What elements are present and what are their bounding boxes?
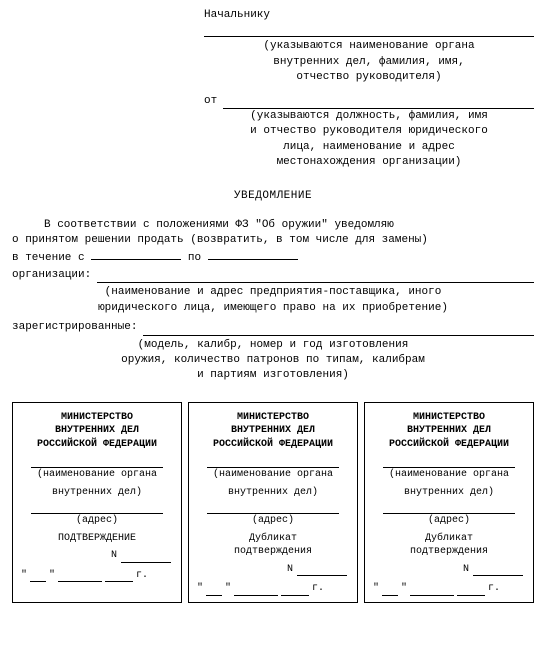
to-blank-line <box>204 25 534 37</box>
date-row: " " г. <box>371 582 527 596</box>
line-start: в течение с <box>12 252 85 264</box>
card-addr-line <box>31 503 163 514</box>
date-day <box>382 586 398 596</box>
card-confirm: ПОДТВЕРЖДЕНИЕ <box>19 532 175 546</box>
org-hint-1: (наименование и адрес предприятия-постав… <box>12 285 534 300</box>
card-3: МИНИСТЕРСТВО ВНУТРЕННИХ ДЕЛ РОССИЙСКОЙ Ф… <box>364 402 534 603</box>
card-addr-line <box>383 503 515 514</box>
dq2: " <box>225 582 231 596</box>
date-day <box>206 586 222 596</box>
reg-label: зарегистрированные: <box>12 320 137 335</box>
year-suffix: г. <box>488 582 500 596</box>
ministry-line2: ВНУТРЕННИХ ДЕЛ <box>371 424 527 438</box>
card-org-hint2: внутренних дел) <box>371 486 527 500</box>
to-hint-1: (указываются наименование органа <box>204 39 534 54</box>
card-org-line <box>207 457 339 468</box>
ministry-line3: РОССИЙСКОЙ ФЕДЕРАЦИИ <box>19 438 175 452</box>
n-label: N <box>287 563 293 577</box>
reg-hint-1: (модель, калибр, номер и год изготовлени… <box>12 338 534 353</box>
dq2: " <box>401 582 407 596</box>
org-blank-line <box>97 271 534 283</box>
n-blank <box>473 566 523 576</box>
ministry-line3: РОССИЙСКОЙ ФЕДЕРАЦИИ <box>195 438 351 452</box>
n-blank <box>121 553 171 563</box>
card-org-hint1: (наименование органа <box>195 468 351 482</box>
ministry-line2: ВНУТРЕННИХ ДЕЛ <box>195 424 351 438</box>
from-blank-line <box>223 97 534 109</box>
date-row: " " г. <box>19 569 175 583</box>
card-addr-label: (адрес) <box>19 514 175 528</box>
card-org-hint1: (наименование органа <box>19 468 175 482</box>
card-org-line <box>31 457 163 468</box>
date-to-blank <box>208 249 298 260</box>
card-confirm-l1: Дубликат <box>195 532 351 546</box>
date-day <box>30 572 46 582</box>
date-from-blank <box>91 249 181 260</box>
year-suffix: г. <box>312 582 324 596</box>
n-label: N <box>111 549 117 563</box>
card-2: МИНИСТЕРСТВО ВНУТРЕННИХ ДЕЛ РОССИЙСКОЙ Ф… <box>188 402 358 603</box>
from-hint-4: местонахождения организации) <box>204 155 534 170</box>
cards-container: МИНИСТЕРСТВО ВНУТРЕННИХ ДЕЛ РОССИЙСКОЙ Ф… <box>12 402 534 603</box>
para1-p2: о принятом решении продать (возвратить, … <box>12 234 428 246</box>
dq1: " <box>21 569 27 583</box>
from-hint-3: лица, наименование и адрес <box>204 140 534 155</box>
org-hint-2: юридического лица, имеющего право на их … <box>12 301 534 316</box>
from-hint-1: (указываются должность, фамилия, имя <box>204 109 534 124</box>
to-hint-3: отчество руководителя) <box>204 70 534 85</box>
card-org-line <box>383 457 515 468</box>
card-org-hint2: внутренних дел) <box>19 486 175 500</box>
date-year <box>281 586 309 596</box>
to-hint-2: внутренних дел, фамилия, имя, <box>204 55 534 70</box>
body-paragraph: В соответствии с положениями ФЗ "Об оруж… <box>12 218 534 266</box>
card-addr-label: (адрес) <box>195 514 351 528</box>
from-label: от <box>204 94 217 109</box>
reg-hint-3: и партиям изготовления) <box>12 368 534 383</box>
card-confirm-l2: подтверждения <box>195 545 351 559</box>
card-confirm-l1: Дубликат <box>371 532 527 546</box>
ministry-line1: МИНИСТЕРСТВО <box>371 411 527 425</box>
dq2: " <box>49 569 55 583</box>
card-addr-line <box>207 503 339 514</box>
ministry-line3: РОССИЙСКОЙ ФЕДЕРАЦИИ <box>371 438 527 452</box>
date-month <box>410 586 454 596</box>
card-addr-label: (адрес) <box>371 514 527 528</box>
para1-p1: В соответствии с положениями ФЗ "Об оруж… <box>44 219 394 231</box>
n-label: N <box>463 563 469 577</box>
dq1: " <box>197 582 203 596</box>
card-1: МИНИСТЕРСТВО ВНУТРЕННИХ ДЕЛ РОССИЙСКОЙ Ф… <box>12 402 182 603</box>
dq1: " <box>373 582 379 596</box>
year-suffix: г. <box>136 569 148 583</box>
n-blank <box>297 566 347 576</box>
card-confirm-l2: подтверждения <box>371 545 527 559</box>
date-row: " " г. <box>195 582 351 596</box>
reg-blank-line <box>143 324 534 336</box>
ministry-line1: МИНИСТЕРСТВО <box>19 411 175 425</box>
ministry-line2: ВНУТРЕННИХ ДЕЛ <box>19 424 175 438</box>
from-hint-2: и отчество руководителя юридического <box>204 124 534 139</box>
date-month <box>234 586 278 596</box>
document-title: УВЕДОМЛЕНИЕ <box>12 189 534 204</box>
line-po: по <box>188 252 201 264</box>
date-year <box>105 572 133 582</box>
card-org-hint1: (наименование органа <box>371 468 527 482</box>
reg-hint-2: оружия, количество патронов по типам, ка… <box>12 353 534 368</box>
org-label: организации: <box>12 268 91 283</box>
ministry-line1: МИНИСТЕРСТВО <box>195 411 351 425</box>
to-label: Начальнику <box>204 8 534 23</box>
date-month <box>58 572 102 582</box>
date-year <box>457 586 485 596</box>
card-org-hint2: внутренних дел) <box>195 486 351 500</box>
